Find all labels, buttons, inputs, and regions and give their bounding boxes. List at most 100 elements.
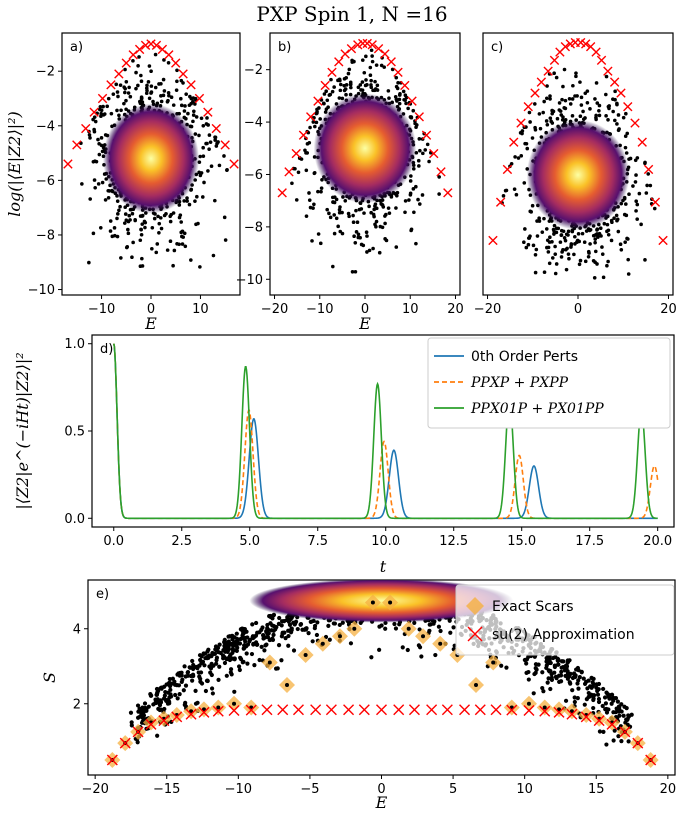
- x-tick-label: 5.0: [239, 534, 260, 549]
- scatter-point: [115, 108, 119, 113]
- scatter-point: [156, 214, 160, 219]
- cross-marker: [373, 44, 384, 54]
- scatter-point: [360, 80, 365, 84]
- scar-dot: [285, 683, 290, 687]
- scatter-point: [222, 637, 227, 642]
- legend-label: 0th Order Perts: [471, 349, 578, 365]
- scatter-point: [80, 182, 84, 186]
- scatter-point: [185, 670, 191, 675]
- y-tick-label: −10: [236, 273, 263, 288]
- scatter-point: [644, 191, 649, 195]
- scatter-point: [187, 202, 192, 207]
- scatter-point: [149, 90, 154, 94]
- x-tick-label: 0: [377, 782, 385, 797]
- scatter-point: [275, 666, 280, 671]
- cross-marker: [560, 41, 571, 52]
- scatter-point: [213, 644, 219, 649]
- cross-marker: [603, 66, 613, 76]
- scatter-point: [199, 171, 204, 175]
- scatter-point: [209, 686, 215, 691]
- scatter-point: [170, 676, 175, 681]
- scatter-point: [540, 685, 545, 691]
- scatter-point: [217, 163, 222, 168]
- scatter-point: [211, 253, 216, 258]
- scatter-point: [541, 110, 545, 115]
- scatter-point: [128, 207, 133, 212]
- scatter-point: [552, 223, 557, 228]
- scatter-point: [224, 673, 229, 678]
- scatter-point: [108, 229, 113, 233]
- scatter-point: [243, 635, 248, 641]
- scatter-point: [395, 193, 399, 198]
- scatter-point: [613, 89, 617, 94]
- scatter-point: [564, 267, 569, 272]
- scatter-point: [572, 699, 577, 705]
- scatter-point: [237, 667, 242, 673]
- panel-label: a): [70, 40, 83, 55]
- scatter-point: [269, 628, 274, 633]
- scatter-point: [254, 620, 259, 626]
- scatter-point: [223, 647, 228, 652]
- scatter-point: [531, 243, 536, 248]
- scatter-point: [222, 660, 228, 666]
- cross-marker: [495, 197, 506, 207]
- scatter-point: [596, 696, 602, 702]
- scatter-point: [413, 121, 417, 126]
- scatter-point: [149, 693, 154, 698]
- scatter-point: [326, 105, 330, 110]
- scatter-point: [195, 700, 200, 705]
- scatter-point: [619, 739, 624, 744]
- scatter-point: [336, 78, 340, 83]
- scatter-point: [602, 221, 607, 226]
- scatter-point: [182, 199, 186, 203]
- scatter-point: [603, 707, 608, 712]
- scatter-point: [392, 621, 397, 627]
- scar-dot: [320, 641, 325, 646]
- scatter-point: [624, 202, 628, 206]
- scatter-point: [203, 688, 209, 694]
- y-tick-label: 0.5: [64, 425, 85, 440]
- scatter-point: [387, 96, 391, 100]
- scatter-point: [615, 699, 620, 704]
- scatter-point: [369, 48, 374, 53]
- scatter-point: [191, 113, 196, 117]
- scatter-point: [373, 204, 377, 208]
- scatter-point: [338, 88, 343, 93]
- scatter-point: [568, 102, 573, 106]
- scatter-point: [542, 216, 546, 221]
- scatter-point: [414, 184, 418, 189]
- scatter-point: [337, 96, 342, 100]
- cross-marker: [63, 159, 73, 169]
- cross-marker: [343, 704, 355, 716]
- scatter-point: [524, 670, 529, 675]
- scatter-point: [144, 91, 149, 96]
- scatter-point: [623, 145, 628, 150]
- scatter-point: [167, 680, 172, 685]
- cross-marker: [306, 112, 316, 122]
- scatter-point: [611, 738, 616, 743]
- panel-c: −20 0 20 c): [474, 32, 677, 317]
- cross-marker: [490, 704, 502, 716]
- scatter-point: [116, 212, 120, 216]
- scatter-point: [351, 213, 355, 218]
- scatter-point: [263, 643, 268, 648]
- scatter-point: [179, 230, 183, 235]
- scatter-point: [168, 694, 174, 699]
- scatter-point: [368, 65, 373, 70]
- scatter-point: [559, 228, 564, 233]
- scatter-point: [359, 88, 363, 92]
- scatter-point: [353, 240, 358, 245]
- scatter-point: [528, 120, 532, 124]
- scatter-point: [519, 154, 524, 158]
- panel-label: b): [278, 40, 291, 55]
- scatter-point: [581, 676, 586, 681]
- scatter-point: [571, 83, 575, 88]
- scatter-point: [436, 624, 442, 629]
- cross-marker: [358, 704, 370, 716]
- scatter-point: [331, 264, 335, 269]
- scatter-point: [355, 220, 360, 225]
- scatter-point: [205, 116, 209, 120]
- scatter-point: [296, 170, 301, 175]
- y-tick-label: 4: [73, 622, 81, 637]
- scatter-point: [189, 258, 193, 262]
